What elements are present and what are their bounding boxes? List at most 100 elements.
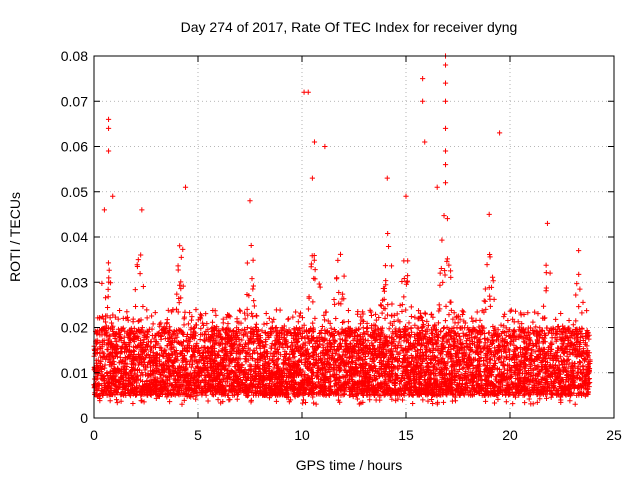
data-point bbox=[312, 276, 318, 282]
data-point bbox=[577, 286, 583, 292]
data-point bbox=[152, 309, 158, 316]
data-point bbox=[273, 398, 280, 404]
data-point bbox=[438, 265, 444, 272]
data-point bbox=[308, 261, 315, 267]
data-point bbox=[244, 260, 250, 266]
chart-title: Day 274 of 2017, Rate Of TEC Index for r… bbox=[181, 19, 518, 35]
data-point bbox=[333, 351, 339, 357]
data-point bbox=[269, 319, 275, 325]
data-point bbox=[503, 399, 509, 405]
data-point bbox=[99, 280, 105, 286]
data-point bbox=[164, 317, 170, 323]
data-point bbox=[487, 251, 493, 258]
data-point bbox=[440, 279, 446, 285]
data-point bbox=[482, 330, 488, 337]
data-point bbox=[549, 335, 555, 341]
data-point bbox=[194, 340, 200, 346]
data-point bbox=[419, 318, 426, 324]
data-point bbox=[399, 278, 405, 285]
data-point bbox=[424, 318, 430, 324]
data-point bbox=[482, 352, 488, 358]
data-point bbox=[570, 322, 576, 328]
data-point bbox=[115, 316, 121, 322]
data-point bbox=[311, 275, 317, 282]
data-point bbox=[336, 289, 342, 296]
data-point bbox=[140, 303, 146, 310]
data-point bbox=[193, 307, 199, 313]
data-point bbox=[167, 398, 173, 405]
data-point bbox=[263, 310, 269, 317]
data-point bbox=[242, 316, 248, 322]
data-point bbox=[113, 396, 120, 403]
data-point bbox=[220, 320, 226, 326]
data-point bbox=[341, 273, 347, 279]
data-point bbox=[507, 308, 513, 314]
data-point bbox=[440, 325, 447, 331]
data-point bbox=[505, 317, 511, 324]
data-point bbox=[177, 282, 183, 288]
data-point bbox=[343, 338, 349, 344]
data-point bbox=[180, 283, 186, 289]
data-point bbox=[226, 397, 232, 403]
data-point bbox=[234, 316, 240, 322]
data-point bbox=[460, 365, 466, 372]
data-point bbox=[430, 400, 436, 407]
data-point bbox=[102, 295, 109, 301]
data-point bbox=[108, 363, 114, 369]
data-point bbox=[543, 270, 549, 276]
data-point bbox=[396, 339, 402, 345]
data-point bbox=[437, 282, 443, 288]
data-point bbox=[452, 330, 459, 337]
data-point bbox=[385, 243, 392, 250]
data-point bbox=[440, 399, 447, 406]
data-point bbox=[261, 321, 267, 327]
data-point bbox=[107, 357, 113, 363]
data-point bbox=[175, 309, 181, 315]
data-point bbox=[175, 366, 181, 372]
data-point bbox=[310, 343, 316, 350]
data-point bbox=[444, 324, 450, 330]
data-point bbox=[401, 258, 407, 264]
data-point bbox=[153, 351, 159, 357]
data-point bbox=[337, 336, 343, 342]
data-point bbox=[172, 332, 178, 338]
data-point bbox=[105, 286, 111, 292]
data-point bbox=[399, 397, 406, 403]
data-point bbox=[135, 318, 141, 325]
data-point bbox=[373, 317, 379, 323]
data-point bbox=[452, 398, 459, 404]
data-point bbox=[447, 268, 454, 274]
data-point bbox=[242, 356, 248, 362]
data-point bbox=[458, 337, 464, 343]
data-point bbox=[580, 367, 587, 373]
data-point bbox=[484, 262, 490, 268]
data-point bbox=[178, 279, 184, 285]
data-point bbox=[514, 346, 521, 352]
data-point bbox=[113, 339, 119, 345]
data-point bbox=[222, 336, 228, 342]
data-point bbox=[293, 309, 299, 315]
data-point bbox=[131, 348, 137, 354]
data-point bbox=[245, 312, 251, 318]
data-point bbox=[312, 315, 318, 321]
data-point bbox=[295, 319, 301, 325]
data-point bbox=[105, 260, 112, 266]
data-point bbox=[193, 396, 199, 402]
data-point bbox=[182, 309, 188, 315]
data-point bbox=[443, 303, 449, 309]
data-point bbox=[379, 310, 385, 316]
data-point bbox=[498, 322, 504, 328]
data-point bbox=[300, 397, 307, 403]
data-point bbox=[540, 303, 547, 309]
data-point bbox=[399, 308, 405, 315]
data-point bbox=[422, 310, 428, 316]
data-point bbox=[415, 308, 422, 314]
data-point bbox=[535, 311, 541, 317]
data-point bbox=[382, 315, 388, 322]
data-point bbox=[491, 400, 498, 406]
data-point bbox=[248, 242, 254, 249]
data-point bbox=[460, 330, 466, 336]
data-point bbox=[501, 311, 508, 317]
data-point bbox=[448, 307, 454, 314]
data-point bbox=[114, 354, 121, 360]
